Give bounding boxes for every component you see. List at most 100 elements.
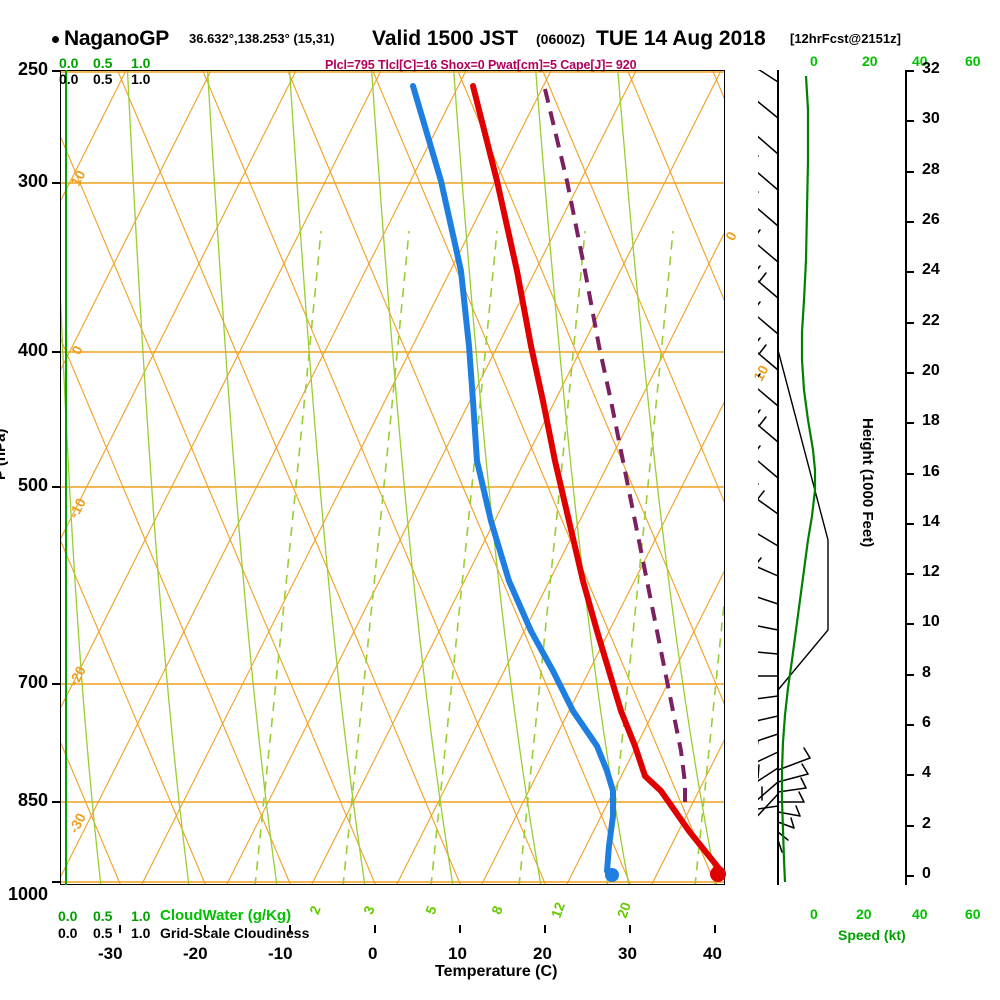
- parcel-path-curve: [543, 88, 687, 811]
- station-marker-dot: [52, 36, 59, 43]
- height-tick-mark: [905, 875, 914, 877]
- sounding-parameters: Plcl=795 Tlcl[C]=16 Shox=0 Pwat[cm]=5 Ca…: [325, 58, 637, 72]
- moist-adiabat-lines: [61, 71, 718, 884]
- forecast-stamp: [12hrFcst@2151z]: [790, 31, 901, 46]
- cloudwater-scale-bottom-05: 0.5: [93, 908, 113, 924]
- height-tick-18: 18: [922, 412, 940, 430]
- title-bar: NaganoGP 36.632°,138.253° (15,31) Valid …: [0, 26, 1000, 52]
- height-tick-12: 12: [922, 563, 940, 581]
- height-tick-26: 26: [922, 210, 940, 228]
- cloudwater-scale-bottom-0: 0.0: [58, 908, 78, 924]
- pressure-tick-mark: [52, 486, 60, 488]
- height-tick-mark: [905, 422, 914, 425]
- height-axis-label: Height (1000 Feet): [859, 418, 876, 548]
- cloudiness-scale-top-1: 1.0: [131, 71, 151, 87]
- cloudwater-scale-top-05: 0.5: [93, 55, 113, 71]
- speed-axis-label: Speed (kt): [838, 927, 906, 943]
- mixing-ratio-lines: [254, 230, 724, 884]
- mixing-ratio-label-20: 20: [613, 899, 634, 921]
- height-tick-mark: [905, 271, 914, 274]
- height-tick-mark: [905, 371, 914, 374]
- height-tick-32: 32: [922, 60, 940, 77]
- height-tick-mark: [905, 724, 914, 727]
- station-name: NaganoGP: [64, 27, 169, 50]
- cloudiness-scale-bottom-0: 0.0: [58, 925, 78, 941]
- speed-scale-top-20: 20: [862, 53, 878, 69]
- cloudwater-axis-label: CloudWater (g/Kg): [160, 907, 292, 924]
- height-tick-mark: [905, 321, 914, 324]
- height-tick-4: 4: [922, 764, 931, 782]
- pressure-tick-mark: [52, 683, 60, 685]
- height-tick-28: 28: [922, 160, 940, 178]
- mixing-ratio-label-2: 2: [306, 903, 324, 917]
- temperature-curve: [470, 83, 724, 879]
- height-tick-24: 24: [922, 261, 940, 279]
- height-tick-22: 22: [922, 311, 940, 329]
- temperature-tick-mark: [459, 925, 461, 933]
- temperature-tick--20: -20: [183, 944, 208, 963]
- cloudiness-scale-top-05: 0.5: [93, 71, 113, 87]
- valid-time-label: Valid 1500 JST: [372, 27, 518, 50]
- cloudiness-scale-bottom-05: 0.5: [93, 925, 113, 941]
- mixing-ratio-label-12: 12: [547, 899, 568, 921]
- temperature-tick-mark: [289, 925, 291, 933]
- temperature-tick-10: 10: [448, 944, 467, 963]
- pressure-tick-mark: [52, 801, 60, 803]
- height-tick-mark: [905, 522, 914, 525]
- surface-temperature-dot: [710, 866, 726, 882]
- speed-scale-bottom-20: 20: [856, 906, 872, 922]
- height-tick-16: 16: [922, 462, 940, 480]
- mixing-ratio-label-5: 5: [422, 903, 440, 917]
- dewpoint-curve: [410, 83, 616, 874]
- height-axis-line: [905, 70, 907, 885]
- height-tick-14: 14: [922, 512, 940, 530]
- temperature-axis-label: Temperature (C): [435, 963, 558, 980]
- mixing-ratio-label-3: 3: [360, 903, 378, 917]
- temperature-tick-0: 0: [368, 944, 378, 963]
- pressure-tick-mark: [52, 881, 60, 883]
- speed-scale-bottom-0: 0: [810, 906, 818, 922]
- cloudwater-scale-top-0: 0.0: [59, 55, 79, 71]
- pressure-tick-mark: [52, 351, 60, 353]
- temperature-tick-40: 40: [703, 944, 722, 963]
- pressure-tick-mark: [52, 182, 60, 184]
- temperature-tick-mark: [204, 925, 206, 933]
- temperature-tick-mark: [714, 925, 716, 933]
- surface-dewpoint-dot: [605, 868, 619, 882]
- skewt-plot: 10 0 -10 -20 -30 0 10 2 3 5 8 12 20: [60, 70, 772, 920]
- height-tick-mark: [905, 170, 914, 173]
- temperature-tick--10: -10: [268, 944, 293, 963]
- height-tick-6: 6: [922, 714, 931, 732]
- isotherm-lines: [61, 71, 724, 884]
- height-tick-0: 0: [922, 865, 931, 882]
- wind-panel-border: [777, 70, 829, 691]
- speed-scale-bottom-40: 40: [912, 906, 928, 922]
- skewt-plot-frame: [60, 70, 725, 885]
- height-tick-mark: [905, 774, 914, 777]
- wind-barb-panel: [758, 70, 868, 885]
- height-tick-30: 30: [922, 110, 940, 128]
- pressure-tick-mark: [52, 70, 60, 72]
- mixing-ratio-label-8: 8: [488, 903, 506, 917]
- temperature-tick-20: 20: [533, 944, 552, 963]
- height-tick-mark: [905, 573, 914, 576]
- cloudiness-scale-top-0: 0.0: [59, 71, 79, 87]
- cloudiness-axis-label: Grid-Scale Cloudiness: [160, 925, 310, 941]
- height-tick-10: 10: [922, 613, 940, 631]
- height-tick-mark: [905, 472, 914, 475]
- speed-scale-top-40: 40: [912, 53, 928, 69]
- valid-time-zulu: (0600Z): [536, 31, 586, 47]
- height-tick-8: 8: [922, 663, 931, 681]
- wind-barbs: [758, 70, 811, 863]
- station-coordinates: 36.632°,138.253° (15,31): [189, 31, 335, 46]
- height-tick-mark: [905, 120, 914, 123]
- height-tick-20: 20: [922, 361, 940, 379]
- height-tick-mark: [905, 824, 914, 827]
- valid-date: TUE 14 Aug 2018: [596, 27, 766, 50]
- temperature-tick-mark: [374, 925, 376, 933]
- cloudwater-scale-top-1: 1.0: [131, 55, 151, 71]
- speed-scale-bottom-60: 60: [965, 906, 981, 922]
- cloudwater-axis: [65, 70, 67, 885]
- temperature-tick-mark: [629, 925, 631, 933]
- temperature-tick-mark: [119, 925, 121, 933]
